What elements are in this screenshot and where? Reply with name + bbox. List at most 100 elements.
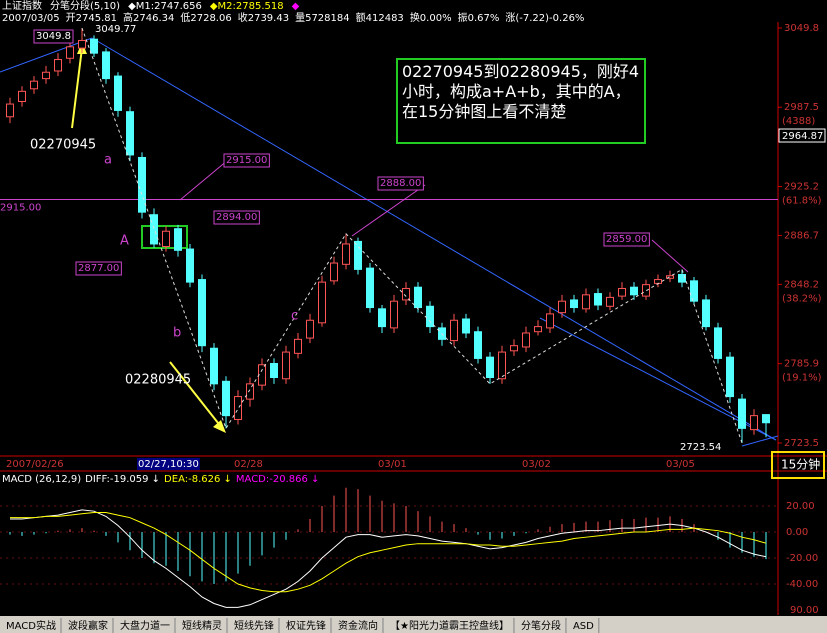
candle-body	[570, 299, 578, 309]
header-item: 高2746.34	[123, 11, 174, 24]
candle-body	[498, 351, 506, 380]
annotation: A	[120, 234, 129, 249]
header-item: 振0.67%	[458, 11, 500, 24]
candle-body	[222, 380, 230, 417]
candle-body	[18, 90, 26, 103]
y-tick-label: 2987.5	[784, 102, 819, 113]
annotation: c	[291, 309, 298, 324]
tab[interactable]: 【★阳光力道霸王控盘线】	[390, 619, 509, 632]
annotation-box	[603, 232, 650, 247]
candle-body	[366, 267, 374, 309]
y-tick-label: -40.00	[786, 579, 818, 590]
candle-body	[150, 214, 158, 245]
candle-body	[534, 326, 542, 333]
candle-body	[174, 228, 182, 251]
header-item: 收2739.43	[238, 11, 289, 24]
annotation: 02270945	[30, 138, 96, 153]
header-item: 分笔分段(5,10)	[50, 0, 120, 12]
candle-body	[210, 347, 218, 385]
tab[interactable]: 资金流向	[338, 619, 378, 632]
header-item: 涨(-7.22)-0.26%	[505, 12, 584, 24]
note-box: 02270945到02280945，刚好4小时，构成a+A+b，其中的A，在15…	[396, 58, 646, 144]
annotation: 2723.54	[680, 442, 721, 453]
annotation: b	[173, 326, 181, 341]
connector	[351, 184, 426, 237]
candle-body	[66, 46, 74, 59]
candle-body	[630, 286, 638, 296]
candle-body	[6, 103, 14, 118]
period-box[interactable]	[771, 451, 825, 479]
candle-body	[486, 356, 494, 379]
candle-body	[306, 319, 314, 339]
trend-line	[0, 37, 93, 73]
candle-body	[234, 396, 242, 420]
dea-line	[10, 511, 767, 593]
candle-body	[246, 383, 254, 400]
annotation: 02280945	[125, 373, 191, 388]
candle-body	[162, 230, 170, 248]
y-tick-label: -20.00	[786, 553, 818, 564]
annotation-box	[377, 176, 424, 191]
header-item: ◆M1:2747.656	[128, 1, 202, 12]
candle-body	[30, 80, 38, 90]
legend-item: MACD (26,12,9)	[2, 474, 81, 485]
candle-body	[402, 287, 410, 301]
tab[interactable]: 波段赢家	[68, 619, 108, 632]
annotation: a	[104, 153, 112, 168]
candle-body	[102, 51, 110, 80]
tab[interactable]: ASD	[573, 621, 594, 632]
trend-line	[539, 317, 777, 441]
candle-body	[330, 262, 338, 282]
y-tick-label: 2886.7	[784, 230, 819, 241]
candle-body	[510, 345, 518, 352]
arrow	[71, 47, 83, 129]
candle-body	[390, 300, 398, 329]
level-label: (19.1%)	[782, 373, 822, 384]
candle-body	[354, 240, 362, 270]
tab[interactable]: 短线先锋	[234, 619, 274, 632]
y-tick-label: 2848.2	[784, 279, 819, 290]
tab[interactable]: 权证先锋	[286, 619, 326, 632]
header-item: 2007/03/05	[2, 13, 60, 24]
arrow-head	[213, 420, 226, 433]
period-label[interactable]: 15分钟	[781, 457, 820, 472]
arrow	[169, 361, 223, 429]
level-label: (4388)	[782, 116, 815, 127]
candle-body	[606, 296, 614, 307]
candle-body	[282, 351, 290, 380]
annotation-box	[33, 29, 74, 44]
tab[interactable]: MACD实战	[6, 619, 56, 632]
candle-body	[726, 356, 734, 398]
annotation: 2859.00	[606, 234, 647, 245]
highlight-box	[141, 225, 188, 249]
candle-body	[462, 318, 470, 334]
x-tick-label: 03/01	[378, 459, 407, 470]
header-item: ◆	[292, 1, 300, 12]
annotation: 2915.00	[226, 155, 267, 166]
y-tick-label: 2785.9	[784, 359, 819, 370]
y-tick-label: 2723.5	[784, 438, 819, 449]
trend-line	[91, 37, 777, 441]
candle-body	[126, 111, 134, 156]
tab[interactable]: 大盘力道一	[120, 619, 170, 632]
legend-item: DIFF:-19.059 ↓	[85, 474, 160, 485]
legend-item: MACD:-20.866 ↓	[236, 474, 320, 485]
y-tick-label: 0.00	[786, 527, 808, 538]
y-tick-label: 3049.8	[784, 23, 819, 34]
tab[interactable]: 短线精灵	[182, 619, 222, 632]
candle-body	[258, 364, 266, 386]
candle-body	[666, 275, 674, 279]
tab[interactable]: 分笔分段	[521, 619, 561, 632]
candle-body	[294, 338, 302, 354]
candle-body	[594, 293, 602, 306]
annotation: 2877.00	[78, 263, 119, 274]
candle-body	[522, 332, 530, 348]
trend-line	[741, 435, 779, 447]
annotation-box	[75, 261, 122, 276]
x-tick-label: 2007/02/26	[6, 459, 64, 470]
cursor-label-bg	[137, 458, 200, 470]
candle-body	[198, 279, 206, 347]
candle-body	[618, 287, 626, 297]
